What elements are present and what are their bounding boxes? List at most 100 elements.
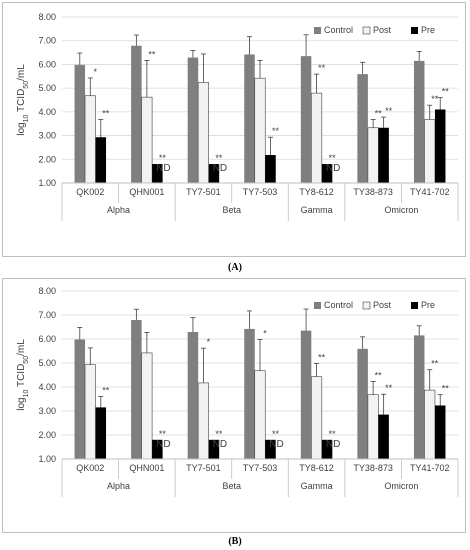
significance-label: ** [375,108,383,118]
x-tick-label: TY8-612 [299,187,334,197]
significance-label: ** [375,370,383,380]
significance-label: ** [385,383,393,393]
significance-label: ** [215,153,223,163]
legend-label-pre: Pre [421,25,435,35]
significance-label: ** [385,106,393,116]
group-label: Beta [222,481,241,491]
legend-swatch-pre [411,27,418,34]
significance-label: ** [102,108,110,118]
bar-pre [434,109,446,183]
significance-label: ** [215,429,223,439]
significance-label: ** [102,386,110,396]
group-label: Gamma [301,481,333,491]
y-tick-label: 8.00 [38,286,56,296]
bar-post [367,394,379,460]
bar-pre [321,439,333,459]
legend-swatch-control [314,27,321,34]
nd-label: ND [269,439,283,450]
bar-control [244,328,255,459]
y-tick-label: 8.00 [38,12,56,22]
bar-pre [152,164,163,183]
y-tick-label: 2.00 [38,154,56,164]
bar-control [357,74,368,183]
significance-label: ** [148,49,156,59]
y-axis-title: log10 TCID50/mL [16,339,30,411]
bar-pre [95,407,107,459]
bar-pre [152,439,163,459]
significance-label: * [94,67,98,77]
significance-label: ** [329,153,337,163]
bar-control [187,57,199,183]
y-tick-label: 7.00 [38,310,56,320]
nd-label: ND [213,439,227,450]
legend-swatch-pre [411,302,418,309]
y-tick-label: 5.00 [38,83,56,93]
nd-label: ND [156,439,170,450]
y-tick-label: 1.00 [38,454,56,464]
y-tick-label: 3.00 [38,406,56,416]
bar-control [413,335,425,459]
bar-post [141,96,153,184]
chart-panel-a: 1.00 2.00 3.00 4.00 5.00 6.00 7.00 8.00 log10 TC… [16,12,459,221]
bar-control [131,45,142,183]
panel-a-label: (A) [228,262,242,273]
bar-post [141,352,153,460]
significance-label: ** [272,126,280,136]
legend-label-control: Control [324,25,353,35]
bar-pre [378,414,389,459]
bar-post [424,389,436,460]
bar-post [311,92,323,184]
x-tick-label: TY38-873 [353,187,393,197]
group-label: Alpha [107,481,130,491]
x-tick-label: QK002 [76,463,104,473]
significance-label: ** [431,359,439,369]
bar-post [254,77,266,184]
bar-post [84,364,96,460]
significance-label: ** [442,384,450,394]
group-label: Gamma [301,205,333,215]
significance-label: * [207,337,211,347]
y-axis-title: log10 TCID50/mL [16,64,30,136]
legend-label-post: Post [373,300,392,310]
y-tick-label: 4.00 [38,382,56,392]
x-tick-label: TY7-501 [186,187,221,197]
bar-pre [208,439,220,459]
y-tick-label: 4.00 [38,107,56,117]
bar-control [300,56,312,183]
bar-post [84,95,96,184]
bar-pre [434,405,446,459]
bar-control [74,339,86,459]
y-tick-label: 5.00 [38,358,56,368]
x-tick-label: TY7-503 [243,187,278,197]
legend-label-pre: Pre [421,300,435,310]
y-tick-label: 6.00 [38,59,56,69]
legend-label-post: Post [373,25,392,35]
significance-label: ** [442,87,450,97]
legend-swatch-control [314,302,321,309]
bar-pre [265,439,276,459]
bar-post [254,370,266,460]
significance-label: ** [431,94,439,104]
y-tick-label: 2.00 [38,430,56,440]
nd-label: ND [213,163,227,174]
legend-label-control: Control [324,300,353,310]
bar-post [197,82,209,184]
bar-control [300,330,312,459]
bar-pre [378,127,389,183]
group-label: Omicron [384,205,418,215]
bar-pre [321,164,333,183]
significance-label: ** [272,429,280,439]
legend-swatch-post [362,26,371,35]
significance-label: ** [329,429,337,439]
group-label: Alpha [107,205,130,215]
y-tick-label: 3.00 [38,131,56,141]
x-tick-label: TY8-612 [299,463,334,473]
panel-b-label: (B) [228,536,242,547]
x-tick-label: TY7-501 [186,463,221,473]
bar-post [424,119,436,184]
significance-label: ** [318,352,326,362]
x-tick-label: QK002 [76,187,104,197]
group-label: Beta [222,205,241,215]
